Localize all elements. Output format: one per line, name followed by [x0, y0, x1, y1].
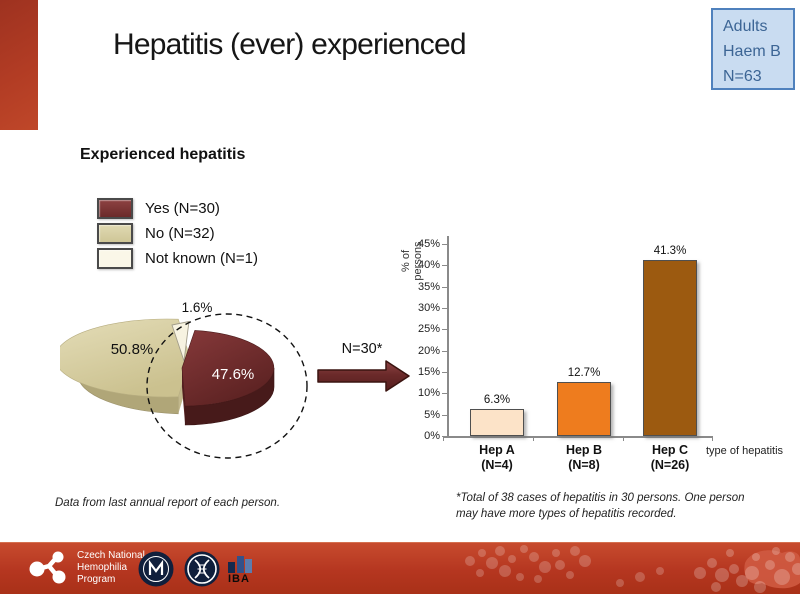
y-tick: 15%	[398, 366, 447, 379]
population-line: N=63	[723, 68, 762, 85]
czech-map-shape	[744, 550, 800, 589]
y-tick: 30%	[398, 302, 447, 315]
pie-label-not-known: 1.6%	[181, 300, 213, 315]
pie-slice-yes-cut	[182, 368, 186, 425]
pie-slice-yes	[181, 330, 275, 407]
bar-hep-a	[470, 409, 524, 436]
bar-value-label: 12.7%	[567, 366, 601, 379]
bar-column-hep-c: 41.3%	[643, 230, 697, 436]
bar-hep-b	[557, 381, 611, 436]
footnote-right: *Total of 38 cases of hepatitis in 30 pe…	[456, 492, 745, 520]
dashed-highlight-circle	[146, 313, 308, 459]
x-tick	[443, 437, 444, 441]
x-tick	[533, 437, 534, 441]
dna-seal-logo	[184, 551, 220, 587]
legend-label: No (N=32)	[145, 225, 215, 242]
y-tick: 5%	[398, 409, 447, 422]
pie-slice-not-known	[171, 320, 190, 362]
category-label-hep-b: Hep B (N=8)	[565, 443, 603, 472]
y-tick: 35%	[398, 281, 447, 294]
y-tick: 25%	[398, 323, 447, 336]
legend-item-no: No (N=32)	[97, 221, 258, 246]
iba-logo: IBA	[228, 556, 260, 585]
iba-logo-bars-icon	[228, 556, 253, 573]
right-arrow-icon	[317, 360, 410, 392]
pie-slice-no	[60, 318, 191, 398]
pie-label-yes: 47.6%	[211, 366, 255, 383]
university-seal-logo	[138, 551, 174, 587]
y-tick: 0%	[398, 430, 447, 443]
hemophilia-program-logo-icon	[29, 551, 66, 584]
bar-hep-c	[643, 259, 697, 436]
legend-swatch-yes	[97, 198, 133, 219]
legend-swatch-no	[97, 223, 133, 244]
category-label-hep-a: Hep A (N=4)	[479, 443, 515, 472]
bar-column-hep-b: 12.7%	[557, 230, 611, 436]
y-tick: 20%	[398, 345, 447, 358]
bar-value-label: 6.3%	[483, 394, 511, 407]
pie-chart	[60, 313, 308, 459]
iba-logo-text: IBA	[228, 573, 250, 585]
y-tick: 45%	[398, 238, 447, 251]
bar-chart: % of persons 45% 40% 35% 30% 25% 20% 15%…	[396, 230, 800, 480]
x-axis-line	[443, 436, 713, 438]
arrow-label: N=30*	[341, 341, 383, 357]
legend-item-yes: Yes (N=30)	[97, 196, 258, 221]
y-tick: 40%	[398, 259, 447, 272]
footer-molecule-pattern	[465, 545, 800, 593]
x-axis-label: type of hepatitis	[706, 445, 784, 457]
legend-swatch-not-known	[97, 248, 133, 269]
legend-label: Not known (N=1)	[145, 250, 258, 267]
bar-value-label: 41.3%	[653, 244, 687, 257]
footer-bar: Czech National Hemophilia Program IBA	[0, 542, 800, 594]
y-axis-line	[447, 236, 449, 437]
page-title: Hepatitis (ever) experienced	[113, 28, 467, 61]
red-accent-bar	[0, 0, 38, 130]
population-box: Adults Haem B N=63	[711, 8, 795, 90]
pie-legend: Yes (N=30) No (N=32) Not known (N=1)	[97, 196, 258, 271]
program-name: Czech National Hemophilia Program	[77, 550, 145, 585]
category-label-hep-c: Hep C (N=26)	[650, 443, 690, 472]
x-tick	[623, 437, 624, 441]
x-tick	[712, 437, 713, 441]
pie-section-heading: Experienced hepatitis	[80, 146, 246, 163]
bar-column-hep-a: 6.3%	[470, 230, 524, 436]
population-line: Haem B	[723, 43, 781, 60]
legend-item-not-known: Not known (N=1)	[97, 246, 258, 271]
pie-label-no: 50.8%	[110, 341, 154, 358]
y-tick: 10%	[398, 387, 447, 400]
legend-label: Yes (N=30)	[145, 200, 220, 217]
population-line: Adults	[723, 18, 768, 35]
footnote-left: Data from last annual report of each per…	[55, 497, 281, 509]
